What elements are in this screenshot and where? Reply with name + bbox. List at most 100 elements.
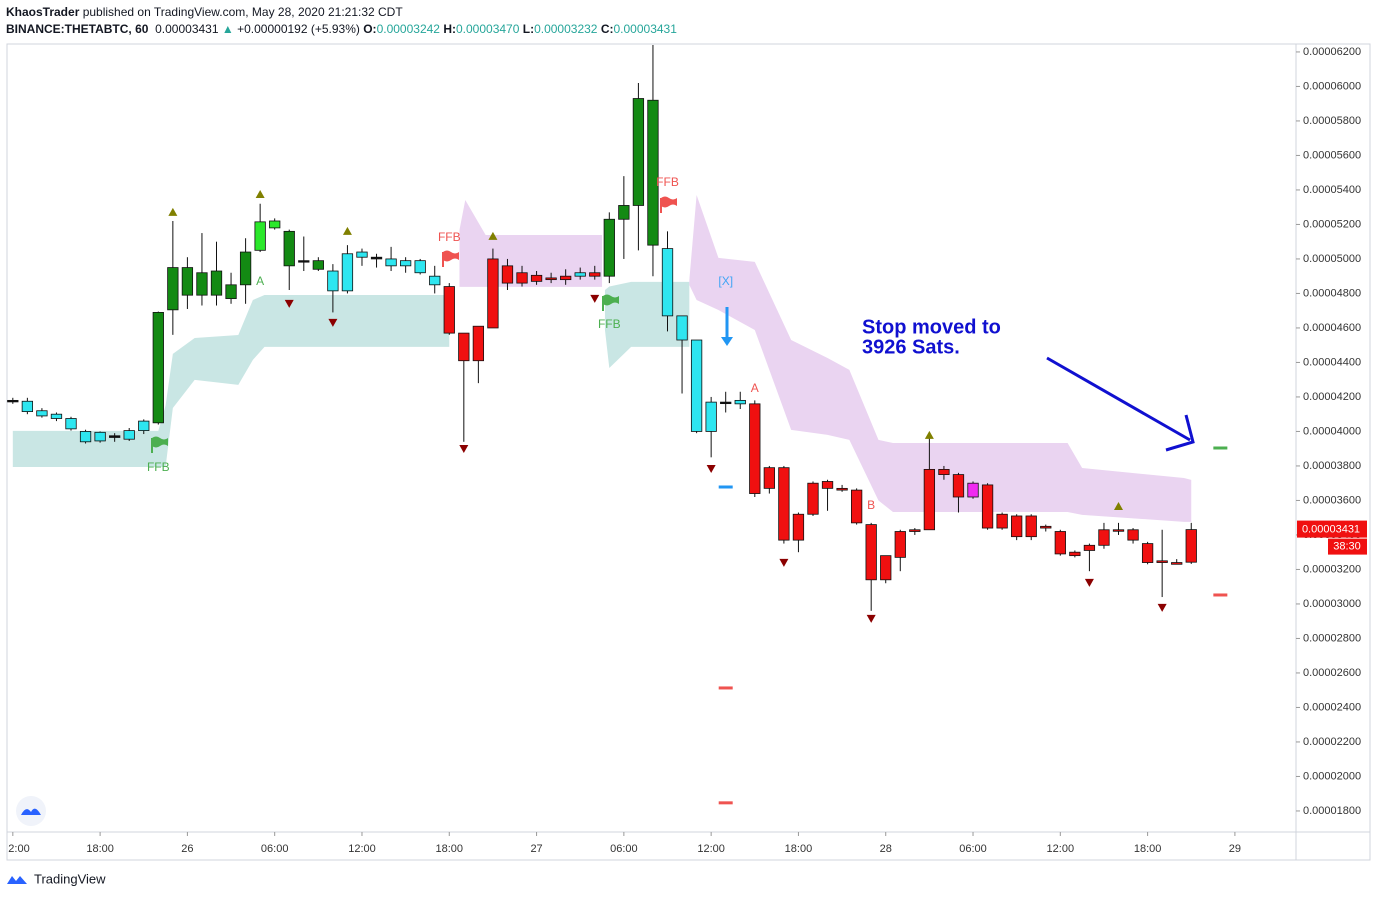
down-marker <box>866 614 876 623</box>
candle-body <box>981 484 994 529</box>
candle-body <box>36 410 48 417</box>
flag <box>660 196 677 213</box>
candle-body <box>1171 562 1183 565</box>
candle-body <box>341 253 354 292</box>
candle-body <box>123 430 135 440</box>
candle-body <box>1156 560 1168 563</box>
candle-body <box>938 468 950 475</box>
up-marker <box>924 430 934 439</box>
down-marker <box>459 445 469 454</box>
annotation: [X] <box>718 274 733 288</box>
band <box>12 294 450 467</box>
y-tick-label: 0.00005800 <box>1303 115 1361 127</box>
published: published on TradingView.com, May 28, 20… <box>82 5 403 19</box>
ohlc-value: 0.00003232 <box>534 22 598 36</box>
candle-body <box>196 272 208 296</box>
up-marker <box>1114 502 1124 511</box>
down-marker <box>328 318 338 327</box>
publish-line: KhaosTrader published on TradingView.com… <box>6 5 403 19</box>
candle-body <box>181 267 194 296</box>
y-tick-label: 0.00006200 <box>1303 46 1361 58</box>
candle-body <box>909 529 921 532</box>
candle-body <box>530 274 543 282</box>
candle-body <box>399 260 412 267</box>
candle-body <box>312 260 324 270</box>
ohlc-label: C: <box>600 22 614 36</box>
candle-body <box>574 272 586 277</box>
candle-body <box>865 524 877 581</box>
annotation: A <box>751 381 759 395</box>
candle-body <box>443 286 455 334</box>
publisher: KhaosTrader <box>6 5 80 19</box>
candle-body <box>429 275 441 286</box>
y-tick-label: 0.00002600 <box>1303 667 1361 679</box>
x-tick-label: 12:00 <box>348 843 376 855</box>
x-tick-label: 18:00 <box>436 843 464 855</box>
ohlc-label: L: <box>522 22 535 36</box>
y-tick-label: 0.00004800 <box>1303 287 1361 299</box>
y-tick-label: 0.00005600 <box>1303 149 1361 161</box>
x-tick-label: 29 <box>1229 843 1241 855</box>
y-tick-label: 0.00004400 <box>1303 356 1361 368</box>
candle-body <box>1083 544 1096 551</box>
last-price-label: 0.00003431 <box>1302 524 1360 536</box>
candle-body <box>327 270 339 292</box>
candle-body <box>516 272 528 284</box>
candle-body <box>414 260 426 274</box>
flag <box>151 436 168 453</box>
y-tick-label: 0.00004000 <box>1303 425 1361 437</box>
ohlc-label: H: <box>443 22 456 36</box>
candle-body <box>370 256 383 260</box>
candle-body <box>720 401 732 405</box>
candle-body <box>676 315 688 341</box>
candle-body <box>1141 543 1154 563</box>
candle-body <box>545 277 557 281</box>
candle-body <box>967 482 979 498</box>
candle-body <box>821 481 834 489</box>
candle-body <box>239 251 252 286</box>
x-tick-label: 28 <box>880 843 892 855</box>
ohlc-value: 0.00003242 <box>376 22 440 36</box>
quote-line: BINANCE:THETABTC, 60 0.00003431 ▲ +0.000… <box>6 22 677 36</box>
y-tick-label: 0.00002200 <box>1303 736 1361 748</box>
down-marker <box>1084 578 1094 587</box>
candle-body <box>792 513 805 541</box>
y-tick-label: 0.00002800 <box>1303 632 1361 644</box>
x-tick-label: 06:00 <box>261 843 289 855</box>
up-marker <box>255 189 265 198</box>
candle-body <box>923 468 936 531</box>
candle-body <box>21 400 34 413</box>
tv-badge <box>16 796 46 826</box>
candle-body <box>167 267 179 311</box>
x-tick-label: 2:00 <box>8 843 29 855</box>
candle-body <box>589 272 601 277</box>
candle-body <box>603 218 615 277</box>
y-tick-label: 0.00003800 <box>1303 460 1361 472</box>
candle-body <box>1185 529 1197 563</box>
chart-frame <box>6 43 1371 861</box>
down-marker <box>284 299 294 308</box>
x-tick-label: 27 <box>530 843 542 855</box>
candle-body <box>94 431 106 442</box>
note-text: 3926 Sats. <box>862 336 960 358</box>
y-tick-label: 0.00003200 <box>1303 563 1361 575</box>
candle-body <box>458 332 470 362</box>
x-tick-label: 18:00 <box>86 843 114 855</box>
y-tick-label: 0.00003000 <box>1303 598 1361 610</box>
y-tick-label: 0.00002000 <box>1303 770 1361 782</box>
candle-body <box>734 399 746 405</box>
down-marker <box>706 465 716 474</box>
y-tick-label: 0.00002400 <box>1303 701 1361 713</box>
candle-body <box>661 248 674 317</box>
candle-body <box>1112 529 1125 532</box>
x-tick-label: 12:00 <box>1047 843 1075 855</box>
y-tick-label: 0.00004600 <box>1303 322 1361 334</box>
candle-body <box>778 467 790 541</box>
x-tick-label: 26 <box>181 843 193 855</box>
last-price-tag <box>1297 520 1367 538</box>
ohlc-value: 0.00003431 <box>613 22 677 36</box>
annotation: B <box>867 498 875 512</box>
last: 0.00003431 <box>155 22 219 36</box>
